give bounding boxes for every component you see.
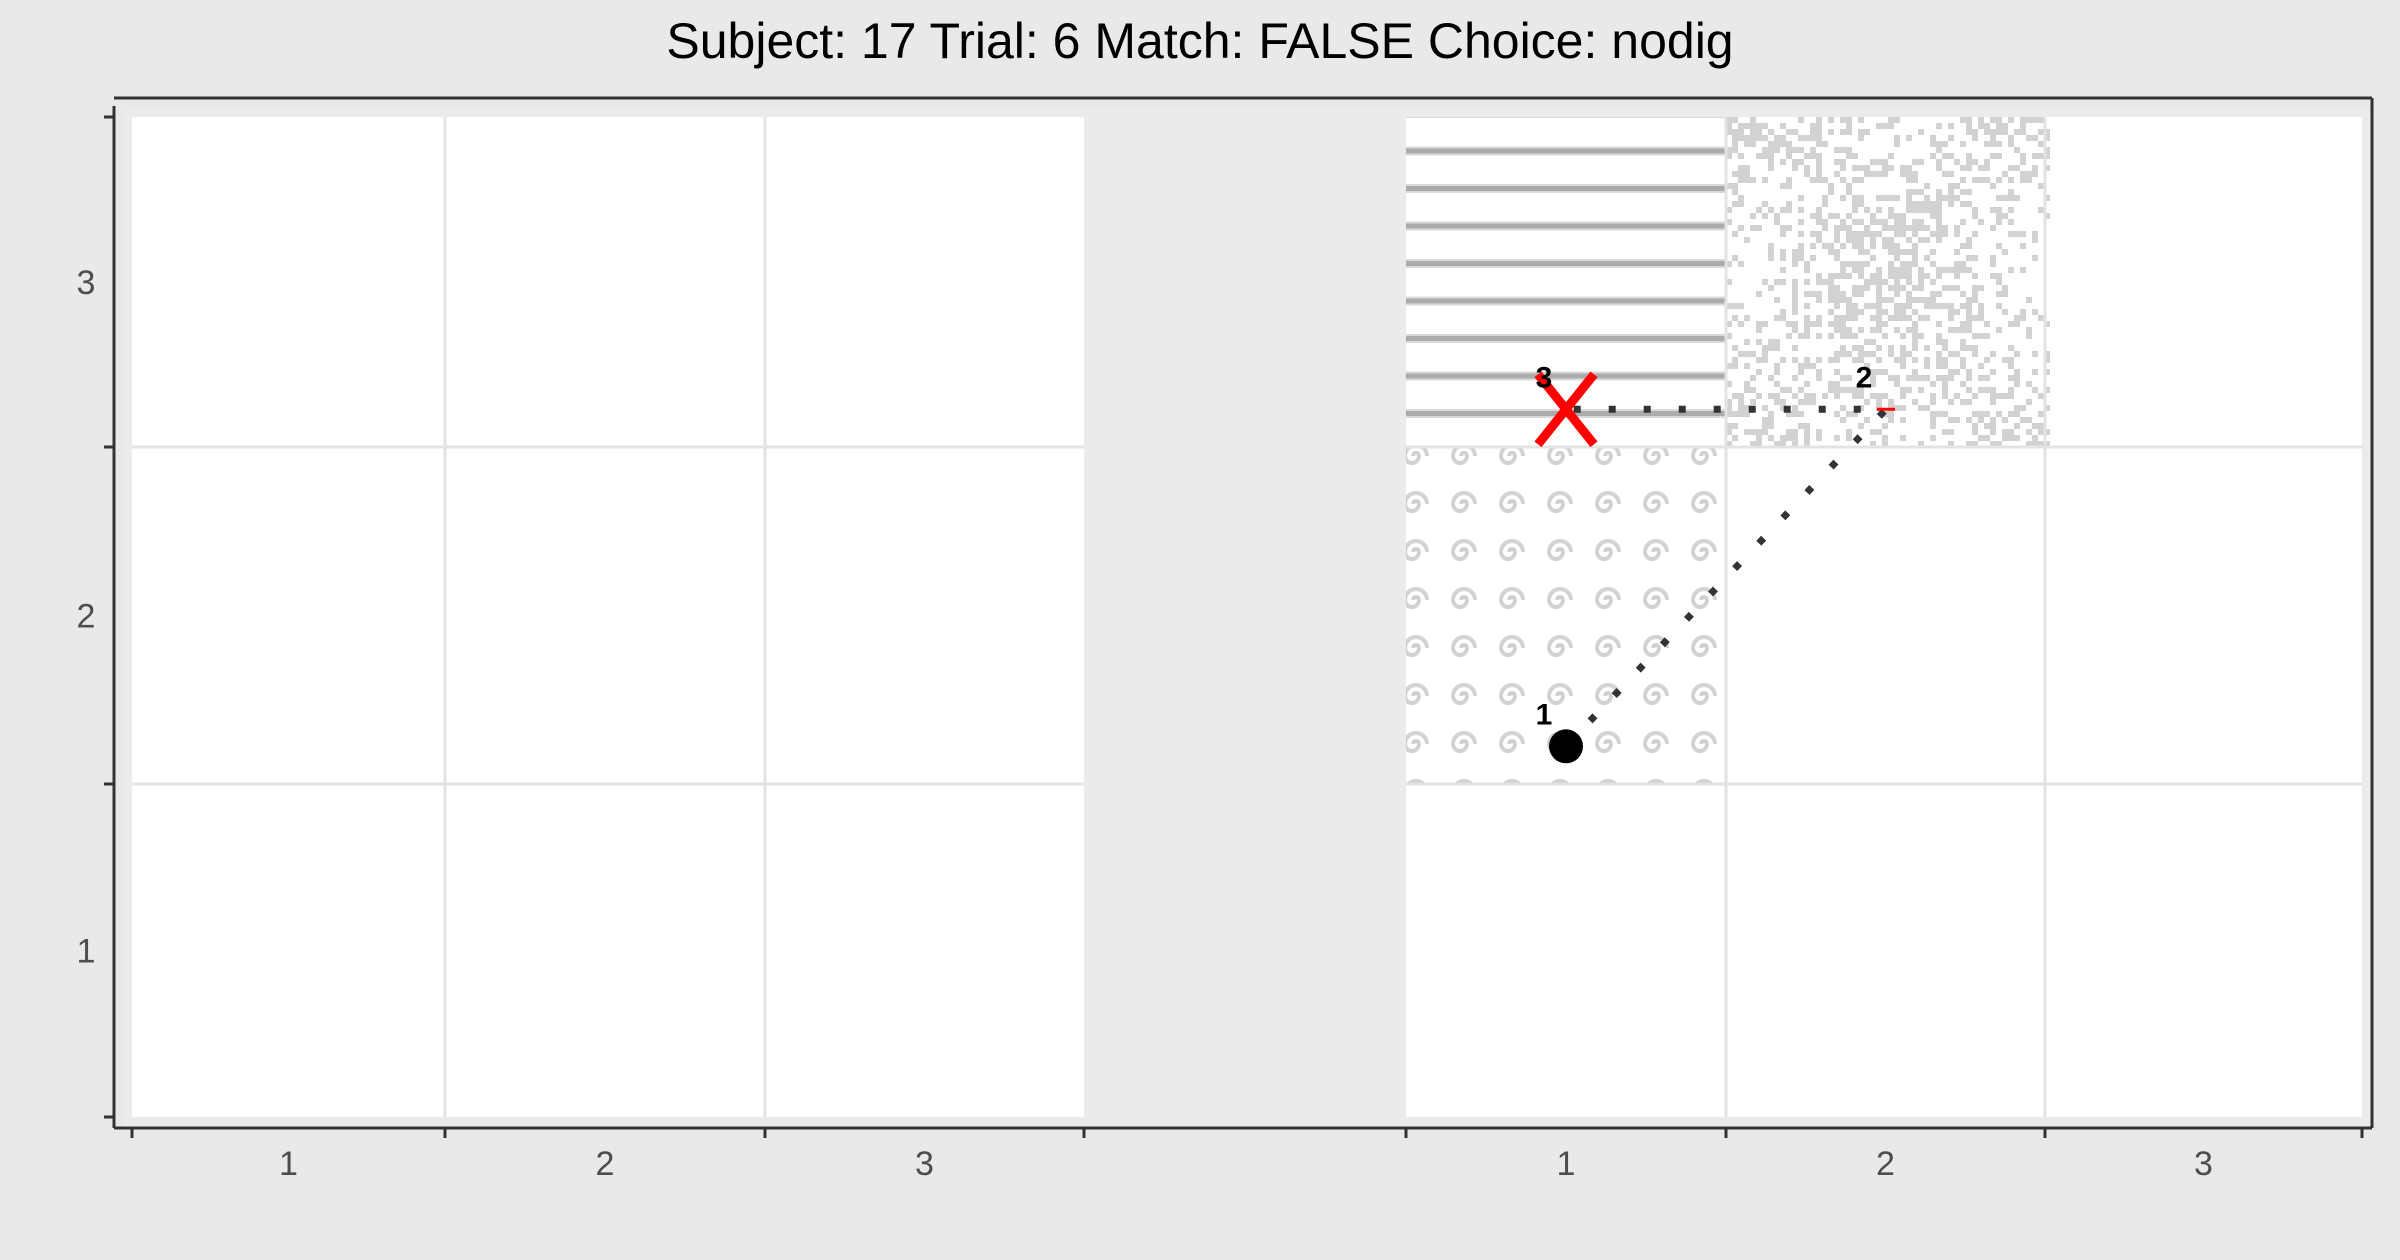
right-grid xyxy=(1406,117,2362,1117)
chart-title: Subject: 17 Trial: 6 Match: FALSE Choice… xyxy=(666,13,1733,69)
stripes-texture-cell xyxy=(1406,117,1726,447)
end-point-marker xyxy=(1534,371,1598,448)
trial-path: 1 2 3 xyxy=(1534,361,1895,764)
noise-texture-cell xyxy=(1726,117,2050,447)
start-point-marker xyxy=(1549,729,1583,764)
path-step-label: 2 xyxy=(1856,361,1873,394)
x-tick-label: 3 xyxy=(2194,1145,2213,1183)
left-grid xyxy=(132,117,1084,1117)
path-step-label: 3 xyxy=(1536,361,1553,394)
left-panel xyxy=(132,117,1084,1117)
swirls-texture-cell xyxy=(1406,447,1726,784)
right-textures xyxy=(1406,117,2050,784)
y-tick-label: 1 xyxy=(77,933,96,971)
noise-texture-pixels xyxy=(1726,117,2050,447)
right-panel: 1 2 3 xyxy=(1406,117,2362,1117)
x-tick-label: 1 xyxy=(1557,1145,1576,1183)
end-marker-stroke xyxy=(1534,371,1598,448)
axes: 1 2 3 1 2 3 1 2 3 xyxy=(77,96,2374,1183)
y-tick-label: 3 xyxy=(77,264,96,302)
x-tick-label: 2 xyxy=(596,1145,615,1183)
left-board-background xyxy=(132,117,1084,1117)
x-tick-label: 1 xyxy=(279,1145,298,1183)
y-tick-label: 2 xyxy=(77,598,96,636)
x-tick-label: 3 xyxy=(915,1145,934,1183)
axis-ticks: 1 2 3 1 2 3 1 2 3 xyxy=(77,115,2364,1183)
x-tick-label: 2 xyxy=(1876,1145,1895,1183)
path-step-label: 1 xyxy=(1536,698,1553,731)
